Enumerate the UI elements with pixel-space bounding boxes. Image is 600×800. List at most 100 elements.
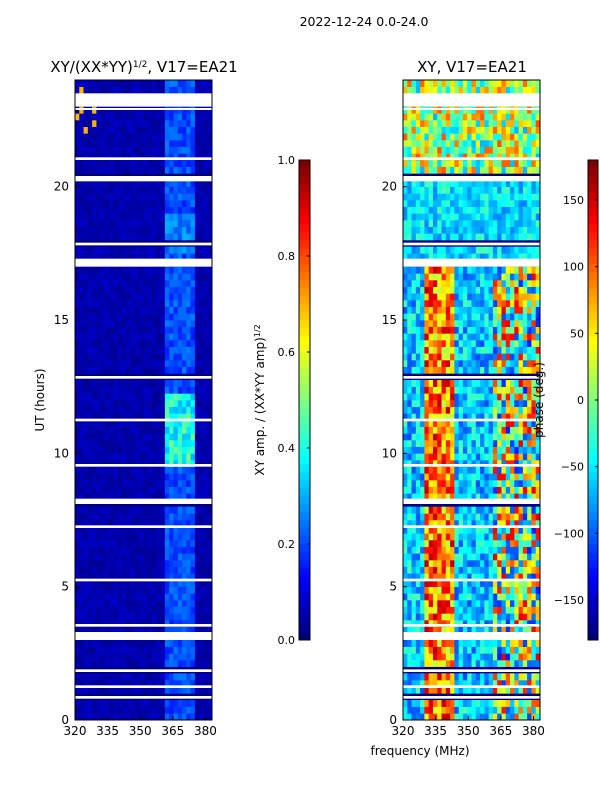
heatmap-cell: [203, 480, 209, 487]
heatmap-cell: [152, 646, 157, 654]
heatmap-cell: [156, 553, 161, 561]
heatmap-cell: [432, 613, 438, 621]
heatmap-cell: [199, 86, 204, 94]
heatmap-cell: [484, 420, 489, 427]
heatmap-cell: [147, 300, 153, 307]
heatmap-cell: [411, 466, 417, 474]
heatmap-cell: [186, 153, 191, 161]
heatmap-cell: [484, 526, 489, 534]
heatmap-cell: [177, 486, 183, 494]
heatmap-cell: [96, 606, 101, 614]
heatmap-cell: [531, 380, 537, 387]
heatmap-cell: [403, 546, 408, 554]
heatmap-cell: [117, 253, 123, 261]
heatmap-cell: [199, 493, 204, 501]
heatmap-cell: [432, 600, 438, 607]
heatmap-cell: [411, 506, 417, 514]
heatmap-cell: [152, 586, 157, 594]
heatmap-cell: [403, 293, 408, 301]
heatmap-cell: [450, 560, 455, 567]
heatmap-cell: [143, 186, 149, 194]
heatmap-cell: [403, 706, 408, 714]
heatmap-cell: [147, 293, 153, 301]
heatmap-cell: [194, 620, 200, 627]
heatmap-cell: [437, 426, 442, 434]
heatmap-cell: [194, 553, 200, 561]
heatmap-cell: [126, 400, 131, 407]
heatmap-cell: [475, 446, 481, 454]
heatmap-cell: [510, 420, 515, 427]
heatmap-cell: [480, 686, 485, 694]
heatmap-cell: [505, 326, 511, 334]
heatmap-cell: [79, 153, 84, 161]
heatmap-cell: [450, 273, 455, 281]
heatmap-cell: [467, 313, 472, 321]
heatmap-cell: [475, 533, 481, 541]
heatmap-cell: [147, 613, 153, 621]
heatmap-cell: [96, 613, 101, 621]
heatmap-cell: [152, 306, 157, 314]
heatmap-cell: [199, 126, 204, 134]
heatmap-cell: [403, 340, 408, 347]
heatmap-cell: [117, 220, 123, 227]
heatmap-cell: [411, 533, 417, 541]
heatmap-cell: [130, 480, 136, 487]
heatmap-cell: [415, 546, 421, 554]
heatmap-cell: [437, 313, 442, 321]
heatmap-cell: [147, 593, 153, 601]
heatmap-cell: [173, 106, 179, 114]
heatmap-cell: [169, 680, 174, 687]
heatmap-cell: [104, 113, 110, 121]
heatmap-cell: [104, 380, 110, 387]
heatmap-cell: [484, 286, 489, 294]
heatmap-cell: [471, 246, 477, 254]
heatmap-cell: [484, 660, 489, 667]
heatmap-cell: [471, 566, 477, 574]
heatmap-cell: [96, 480, 101, 487]
heatmap-cell: [471, 366, 477, 374]
heatmap-cell: [420, 526, 425, 534]
heatmap-cell: [100, 486, 106, 494]
heatmap-cell: [117, 453, 123, 461]
heatmap-cell: [458, 680, 464, 687]
heatmap-cell: [104, 340, 110, 347]
heatmap-cell: [432, 480, 438, 487]
heatmap-cell: [415, 586, 421, 594]
heatmap-cell: [522, 280, 528, 287]
heatmap-cell: [126, 486, 131, 494]
heatmap-cell: [441, 493, 447, 501]
heatmap-cell: [497, 673, 502, 681]
heatmap-cell: [432, 593, 438, 601]
heatmap-cell: [160, 126, 166, 134]
heatmap-cell: [501, 440, 507, 447]
heatmap-cell: [169, 340, 174, 347]
heatmap-cell: [186, 640, 191, 647]
heatmap-cell: [156, 660, 161, 667]
heatmap-cell: [445, 640, 451, 647]
heatmap-cell: [173, 573, 179, 581]
heatmap-cell: [432, 426, 438, 434]
heatmap-cell: [488, 560, 494, 567]
heatmap-cell: [92, 453, 97, 461]
heatmap-cell: [428, 660, 434, 667]
heatmap-cell: [199, 333, 204, 341]
heatmap-cell: [143, 513, 149, 521]
heatmap-cell: [492, 453, 498, 461]
heatmap-cell: [454, 353, 459, 361]
heatmap-cell: [126, 586, 131, 594]
heatmap-cell: [113, 526, 119, 534]
colorbar-tick-label: 0.6: [278, 346, 296, 359]
heatmap-cell: [177, 140, 183, 147]
heatmap-cell: [501, 520, 507, 527]
heatmap-cell: [100, 560, 106, 567]
heatmap-cell: [505, 400, 511, 407]
heatmap-cell: [475, 313, 481, 321]
heatmap-cell: [428, 413, 434, 421]
heatmap-cell: [182, 346, 187, 354]
heatmap-cell: [134, 153, 140, 161]
heatmap-cell: [497, 253, 502, 261]
heatmap-cell: [432, 453, 438, 461]
heatmap-cell: [454, 233, 459, 241]
heatmap-cell: [505, 573, 511, 581]
heatmap-cell: [190, 440, 196, 447]
